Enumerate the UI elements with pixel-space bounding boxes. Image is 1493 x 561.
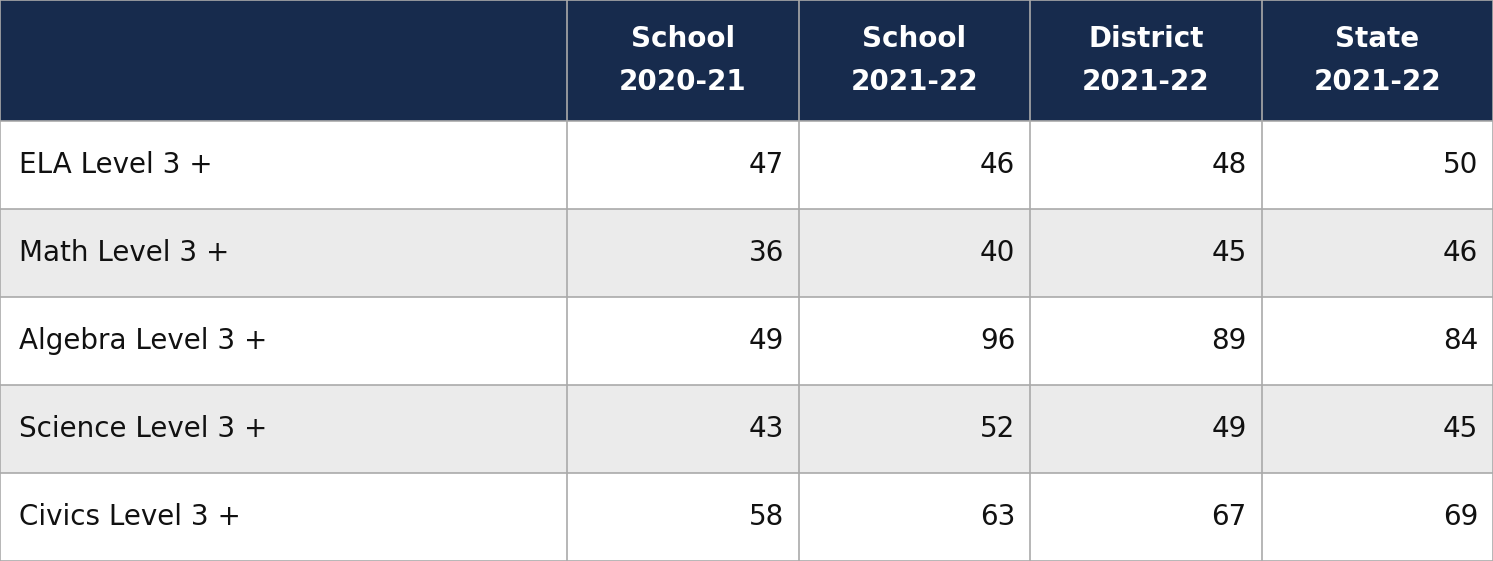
Text: 69: 69	[1442, 503, 1478, 531]
Text: 2021-22: 2021-22	[851, 68, 978, 95]
Text: Science Level 3 +: Science Level 3 +	[19, 415, 267, 443]
Bar	[0, 473, 1493, 561]
Text: 58: 58	[748, 503, 784, 531]
Text: 45: 45	[1442, 415, 1478, 443]
Text: 96: 96	[979, 327, 1015, 355]
Text: 67: 67	[1211, 503, 1247, 531]
Text: ELA Level 3 +: ELA Level 3 +	[19, 151, 213, 178]
Text: 46: 46	[979, 151, 1015, 178]
Text: 84: 84	[1442, 327, 1478, 355]
Text: 47: 47	[748, 151, 784, 178]
Bar	[0, 297, 1493, 385]
Bar	[0, 0, 1493, 121]
Text: Math Level 3 +: Math Level 3 +	[19, 239, 230, 266]
Text: District: District	[1088, 25, 1203, 53]
Text: 36: 36	[748, 239, 784, 266]
Text: 50: 50	[1442, 151, 1478, 178]
Text: 89: 89	[1211, 327, 1247, 355]
Text: Civics Level 3 +: Civics Level 3 +	[19, 503, 242, 531]
Bar	[0, 385, 1493, 473]
Text: 2021-22: 2021-22	[1314, 68, 1441, 95]
Text: School: School	[863, 25, 966, 53]
Text: 2021-22: 2021-22	[1082, 68, 1209, 95]
Text: State: State	[1335, 25, 1420, 53]
Text: 40: 40	[979, 239, 1015, 266]
Text: 52: 52	[979, 415, 1015, 443]
Text: Algebra Level 3 +: Algebra Level 3 +	[19, 327, 267, 355]
Text: 48: 48	[1211, 151, 1247, 178]
Text: 43: 43	[748, 415, 784, 443]
Bar	[0, 121, 1493, 209]
Text: 46: 46	[1442, 239, 1478, 266]
Bar	[0, 209, 1493, 297]
Text: 2020-21: 2020-21	[620, 68, 746, 95]
Text: 63: 63	[979, 503, 1015, 531]
Text: 45: 45	[1211, 239, 1247, 266]
Text: 49: 49	[1211, 415, 1247, 443]
Text: School: School	[632, 25, 735, 53]
Text: 49: 49	[748, 327, 784, 355]
